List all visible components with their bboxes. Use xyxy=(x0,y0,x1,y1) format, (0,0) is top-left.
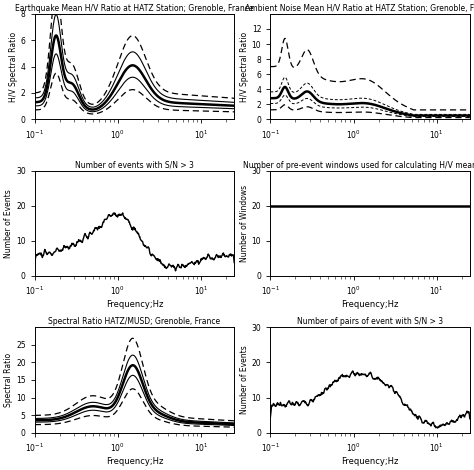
Title: Number of pre-event windows used for calculating H/V mean ratio: Number of pre-event windows used for cal… xyxy=(243,161,474,170)
X-axis label: Frequency;Hz: Frequency;Hz xyxy=(106,457,163,466)
Title: Earthquake Mean H/V Ratio at HATZ Station; Grenoble, France: Earthquake Mean H/V Ratio at HATZ Statio… xyxy=(15,4,254,13)
Y-axis label: H/V Spectral Ratio: H/V Spectral Ratio xyxy=(9,31,18,102)
X-axis label: Frequency;Hz: Frequency;Hz xyxy=(106,300,163,309)
Y-axis label: Spectral Ratio: Spectral Ratio xyxy=(4,353,13,407)
Title: Number of pairs of event with S/N > 3: Number of pairs of event with S/N > 3 xyxy=(297,318,443,327)
Y-axis label: Number of Events: Number of Events xyxy=(240,345,249,415)
Title: Spectral Ratio HATZ/MUSD; Grenoble, France: Spectral Ratio HATZ/MUSD; Grenoble, Fran… xyxy=(48,318,220,327)
Title: Ambient Noise Mean H/V Ratio at HATZ Station; Grenoble, France: Ambient Noise Mean H/V Ratio at HATZ Sta… xyxy=(245,4,474,13)
Y-axis label: H/V Spectral Ratio: H/V Spectral Ratio xyxy=(240,31,249,102)
Y-axis label: Number of Windows: Number of Windows xyxy=(240,185,249,262)
Title: Number of events with S/N > 3: Number of events with S/N > 3 xyxy=(75,161,194,170)
X-axis label: Frequency;Hz: Frequency;Hz xyxy=(341,300,399,309)
Y-axis label: Number of Events: Number of Events xyxy=(4,189,13,258)
X-axis label: Frequency;Hz: Frequency;Hz xyxy=(341,457,399,466)
